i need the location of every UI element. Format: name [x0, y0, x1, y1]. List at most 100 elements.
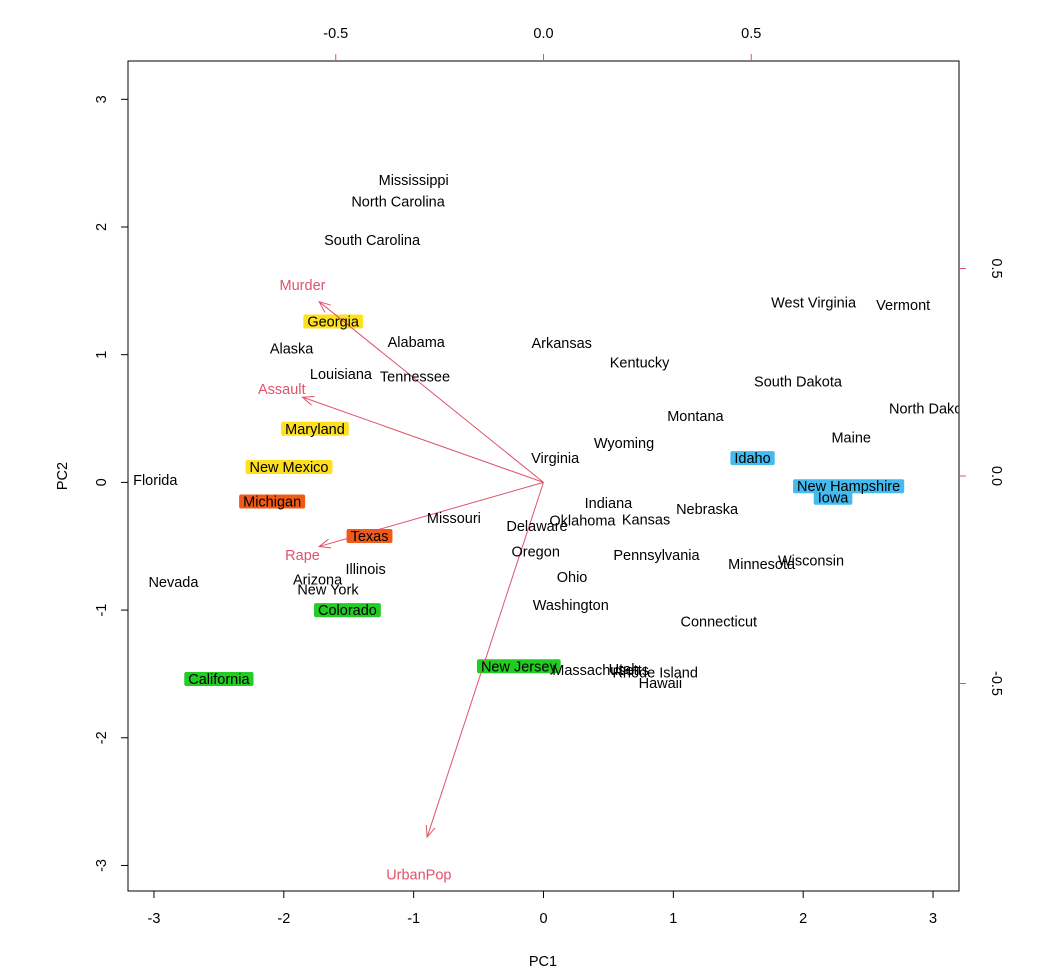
state-label-nebraska: Nebraska	[676, 502, 739, 518]
state-label-kansas: Kansas	[622, 512, 670, 528]
y-tick-label: 3	[94, 95, 110, 103]
loading-arrowhead-urbanpop	[425, 825, 436, 839]
highlight-idaho	[730, 451, 775, 466]
state-label-maine: Maine	[831, 431, 871, 447]
y-axis-title: PC2	[55, 462, 71, 490]
x-tick-label: 1	[669, 911, 677, 927]
state-label-idaho: Idaho	[734, 451, 770, 467]
state-label-new-mexico: New Mexico	[250, 460, 329, 476]
x-tick-label: 3	[929, 911, 937, 927]
state-label-arkansas: Arkansas	[531, 336, 591, 352]
top-tick-label: 0.5	[741, 26, 761, 42]
state-label-arizona: Arizona	[293, 572, 343, 588]
state-label-tennessee: Tennessee	[380, 369, 450, 385]
x-tick-label: 2	[799, 911, 807, 927]
state-label-montana: Montana	[667, 409, 724, 425]
top-tick-label: -0.5	[323, 26, 348, 42]
state-label-louisiana: Louisiana	[310, 367, 373, 383]
state-label-alabama: Alabama	[388, 335, 446, 351]
right-tick-label: 0.0	[988, 466, 1004, 486]
state-label-michigan: Michigan	[243, 495, 301, 511]
cluster-highlights	[184, 314, 905, 687]
highlight-michigan	[239, 494, 306, 509]
state-label-colorado: Colorado	[318, 603, 377, 619]
state-label-california: California	[188, 672, 250, 688]
x-axis-top: -0.5 0.0 0.5	[323, 26, 761, 61]
x-tick-label: -1	[407, 911, 420, 927]
state-label-new-york: New York	[297, 583, 359, 599]
state-label-maryland: Maryland	[285, 422, 345, 438]
x-tick-label: 0	[539, 911, 547, 927]
state-label-connecticut: Connecticut	[681, 615, 758, 631]
state-label-new-jersey: New Jersey	[481, 659, 557, 675]
loading-arrow-assault	[302, 396, 544, 483]
x-axis-title: PC1	[529, 954, 557, 970]
loading-arrow-rape	[318, 481, 544, 548]
loading-arrowhead-assault	[301, 396, 315, 406]
highlight-new-jersey	[476, 659, 561, 674]
state-label-texas: Texas	[351, 529, 389, 545]
state-label-iowa: Iowa	[818, 491, 850, 507]
state-label-wisconsin: Wisconsin	[778, 553, 844, 569]
right-tick-label: 0.5	[988, 258, 1004, 278]
variable-labels: Murder Assault UrbanPop Rape	[258, 278, 452, 883]
state-label-illinois: Illinois	[345, 562, 385, 578]
state-label-minnesota: Minnesota	[728, 557, 796, 573]
state-label-delaware: Delaware	[506, 519, 567, 535]
state-label-nevada: Nevada	[148, 575, 199, 591]
loading-arrows	[301, 300, 544, 839]
variable-label-murder: Murder	[280, 278, 326, 294]
state-label-west-virginia: West Virginia	[771, 295, 857, 311]
x-tick-label: -3	[148, 911, 161, 927]
state-label-missouri: Missouri	[427, 511, 481, 527]
state-label-florida: Florida	[133, 473, 178, 489]
state-label-georgia: Georgia	[307, 314, 360, 330]
right-tick-label: -0.5	[988, 671, 1004, 696]
variable-label-rape: Rape	[285, 548, 320, 564]
y-tick-label: -1	[94, 604, 110, 617]
highlight-california	[184, 672, 254, 687]
state-label-mississippi: Mississippi	[379, 173, 449, 189]
y-tick-label: 1	[94, 351, 110, 359]
state-label-new-hampshire: New Hampshire	[797, 479, 900, 495]
highlight-new-mexico	[245, 460, 333, 475]
state-label-oregon: Oregon	[512, 544, 560, 560]
top-tick-label: 0.0	[533, 26, 553, 42]
x-axis-bottom: -3 -2 -1 0 1 2 3	[148, 891, 937, 927]
state-label-vermont: Vermont	[876, 298, 930, 314]
highlight-maryland	[281, 421, 349, 436]
y-axis-left: -3 -2 -1 0 1 2 3	[94, 95, 128, 872]
highlight-new-hampshire	[793, 479, 905, 494]
state-label-north-carolina: North Carolina	[351, 194, 445, 210]
loading-arrowhead-murder	[318, 300, 331, 313]
y-tick-label: 2	[94, 223, 110, 231]
loading-arrow-urbanpop	[426, 482, 544, 838]
highlight-texas	[346, 529, 393, 544]
y-tick-label: -2	[94, 731, 110, 744]
state-label-washington: Washington	[533, 598, 609, 614]
state-label-ohio: Ohio	[557, 570, 588, 586]
state-label-hawaii: Hawaii	[639, 676, 683, 692]
state-label-alaska: Alaska	[270, 341, 314, 357]
loading-arrow-murder	[318, 301, 544, 483]
x-tick-label: -2	[277, 911, 290, 927]
y-tick-label: 0	[94, 478, 110, 486]
state-labels: Mississippi North Carolina South Carolina G…	[133, 173, 975, 692]
highlight-colorado	[314, 603, 381, 618]
highlight-iowa	[813, 490, 853, 505]
state-label-north-dakota: North Dakota	[889, 401, 975, 417]
y-tick-label: -3	[94, 859, 110, 872]
state-label-south-carolina: South Carolina	[324, 233, 421, 249]
state-label-indiana: Indiana	[585, 496, 634, 512]
variable-label-assault: Assault	[258, 382, 306, 398]
state-label-rhode-island: Rhode Island	[612, 666, 697, 682]
state-label-wyoming: Wyoming	[594, 436, 654, 452]
state-label-pennsylvania: Pennsylvania	[613, 548, 700, 564]
y-axis-right: -0.5 0.0 0.5	[959, 258, 1004, 696]
state-label-virginia: Virginia	[531, 451, 580, 467]
variable-label-urbanpop: UrbanPop	[386, 867, 451, 883]
state-label-south-dakota: South Dakota	[754, 375, 843, 391]
state-label-massachusetts: Massachusetts	[552, 663, 649, 679]
state-label-utah: Utah	[609, 662, 640, 678]
